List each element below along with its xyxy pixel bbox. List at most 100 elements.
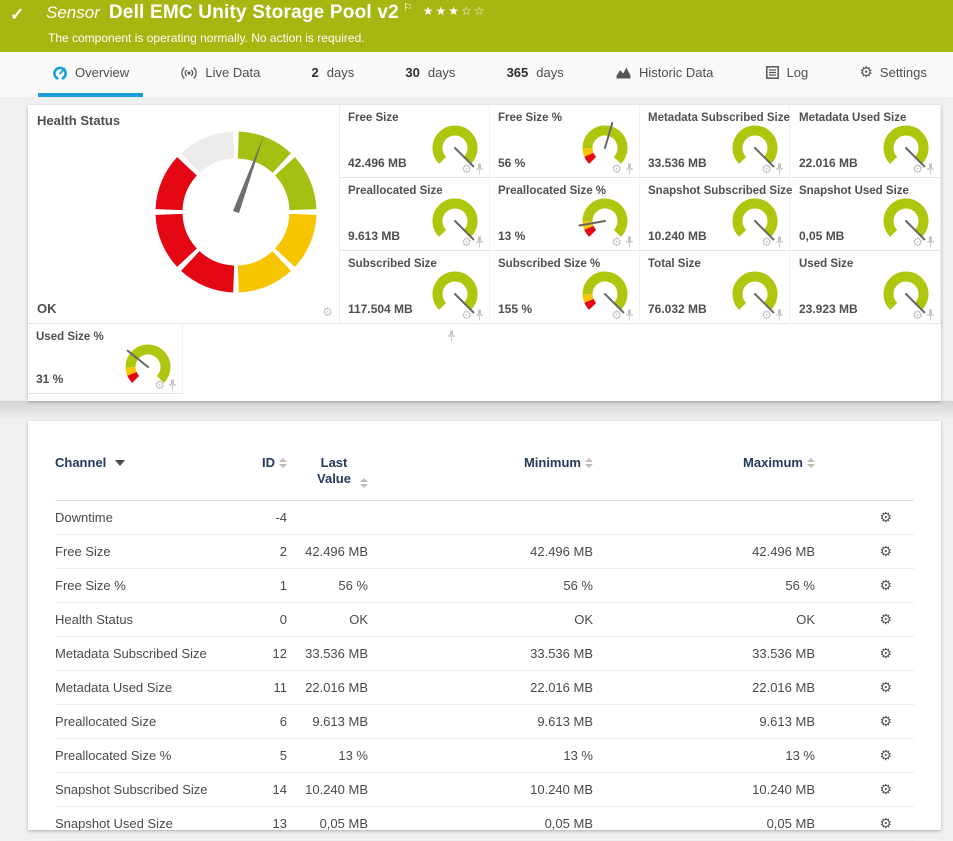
gear-icon: ⚙ bbox=[859, 64, 873, 81]
channel-settings-icon[interactable]: ⚙ bbox=[879, 543, 892, 559]
channel-settings-icon[interactable]: ⚙ bbox=[879, 781, 892, 797]
gauge-chart bbox=[432, 271, 478, 314]
gear-icon[interactable]: ⚙ bbox=[154, 378, 165, 392]
column-header-minimum[interactable]: Minimum bbox=[368, 455, 593, 470]
cell-last-value: 0,05 MB bbox=[319, 815, 368, 831]
cell-channel: Free Size % bbox=[55, 577, 126, 593]
gear-icon[interactable]: ⚙ bbox=[912, 235, 923, 249]
gauge-panel-used-size[interactable]: Used Size % 31 % ⚙ bbox=[28, 324, 183, 394]
gauge-panel-subscribed-size[interactable]: Subscribed Size % 155 % ⚙ bbox=[490, 251, 640, 324]
gear-icon[interactable]: ⚙ bbox=[611, 308, 622, 322]
gear-icon[interactable]: ⚙ bbox=[761, 162, 772, 176]
tab-overview[interactable]: Overview bbox=[38, 52, 144, 97]
gauge-panel-total-size[interactable]: Total Size 76.032 MB ⚙ bbox=[640, 251, 790, 324]
column-label: ID bbox=[262, 455, 275, 470]
column-header-id[interactable]: ID bbox=[255, 455, 287, 470]
gauge-panel-subscribed-size[interactable]: Subscribed Size 117.504 MB ⚙ bbox=[340, 251, 490, 324]
tab-settings[interactable]: ⚙ Settings bbox=[845, 52, 940, 97]
pin-icon[interactable] bbox=[447, 330, 456, 342]
table-row-snapshot-subscribed-size: Snapshot Subscribed Size 14 10.240 MB 10.24… bbox=[55, 773, 914, 807]
gauge-panel-metadata-subscribed-size[interactable]: Metadata Subscribed Size 33.536 MB ⚙ bbox=[640, 105, 790, 178]
pin-icon[interactable] bbox=[775, 309, 784, 321]
pin-icon[interactable] bbox=[168, 379, 177, 391]
gauge-icon bbox=[53, 66, 67, 80]
channel-settings-icon[interactable]: ⚙ bbox=[879, 747, 892, 763]
gauge-label: Used Size bbox=[799, 258, 854, 270]
column-label: Channel bbox=[55, 455, 107, 470]
gear-icon[interactable]: ⚙ bbox=[611, 162, 622, 176]
gauge-label: Used Size % bbox=[36, 331, 104, 343]
tab-2-days[interactable]: 2 days bbox=[298, 52, 369, 97]
gear-icon[interactable]: ⚙ bbox=[322, 305, 333, 319]
gear-icon[interactable]: ⚙ bbox=[761, 235, 772, 249]
channel-settings-icon[interactable]: ⚙ bbox=[879, 509, 892, 525]
status-message: The component is operating normally. No … bbox=[48, 31, 365, 45]
priority-stars[interactable]: ★★★☆☆ bbox=[422, 4, 487, 18]
channel-settings-icon[interactable]: ⚙ bbox=[879, 611, 892, 627]
gauge-label: Snapshot Used Size bbox=[799, 185, 909, 197]
table-row-metadata-subscribed-size: Metadata Subscribed Size 12 33.536 MB 33.53… bbox=[55, 637, 914, 671]
gauge-value: 0,05 MB bbox=[799, 229, 845, 243]
gauge-panel-metadata-used-size[interactable]: Metadata Used Size 22.016 MB ⚙ bbox=[791, 105, 941, 178]
gauge-value: 56 % bbox=[498, 156, 526, 170]
pin-icon[interactable] bbox=[475, 309, 484, 321]
channel-settings-icon[interactable]: ⚙ bbox=[879, 815, 892, 831]
gear-icon[interactable]: ⚙ bbox=[761, 308, 772, 322]
status-check-icon: ✓ bbox=[10, 5, 25, 24]
gauge-value: 33.536 MB bbox=[648, 156, 707, 170]
tab-30-days[interactable]: 30 days bbox=[391, 52, 469, 97]
gauge-value: 10.240 MB bbox=[648, 229, 707, 243]
pin-icon[interactable] bbox=[926, 163, 935, 175]
cell-channel: Downtime bbox=[55, 509, 113, 525]
channel-settings-icon[interactable]: ⚙ bbox=[879, 713, 892, 729]
sort-icon bbox=[585, 457, 593, 468]
cell-maximum: 56 % bbox=[785, 577, 815, 593]
pin-icon[interactable] bbox=[475, 236, 484, 248]
gauge-label: Free Size % bbox=[498, 112, 562, 124]
tab-log[interactable]: Log bbox=[751, 52, 823, 97]
gauge-value: 31 % bbox=[36, 372, 64, 386]
column-header-last-value[interactable]: Last Value bbox=[287, 455, 368, 488]
pin-icon[interactable] bbox=[475, 163, 484, 175]
cell-last-value: 56 % bbox=[338, 577, 368, 593]
column-label: Last Value bbox=[317, 455, 351, 487]
channel-settings-icon[interactable]: ⚙ bbox=[879, 679, 892, 695]
gauge-label: Snapshot Subscribed Size bbox=[648, 185, 793, 197]
column-header-maximum[interactable]: Maximum bbox=[593, 455, 815, 470]
gauge-value: 23.923 MB bbox=[799, 302, 858, 316]
gauge-panel-preallocated-size[interactable]: Preallocated Size % 13 % ⚙ bbox=[490, 178, 640, 251]
gauge-panel-snapshot-used-size[interactable]: Snapshot Used Size 0,05 MB ⚙ bbox=[791, 178, 941, 251]
gear-icon[interactable]: ⚙ bbox=[461, 235, 472, 249]
pin-icon[interactable] bbox=[775, 236, 784, 248]
gear-icon[interactable]: ⚙ bbox=[912, 308, 923, 322]
gauge-panel-preallocated-size[interactable]: Preallocated Size 9.613 MB ⚙ bbox=[340, 178, 490, 251]
gauge-value: 13 % bbox=[498, 229, 526, 243]
pin-icon[interactable] bbox=[775, 163, 784, 175]
gear-icon[interactable]: ⚙ bbox=[611, 235, 622, 249]
column-header-channel[interactable]: Channel bbox=[55, 455, 255, 470]
gauge-panel-snapshot-subscribed-size[interactable]: Snapshot Subscribed Size 10.240 MB ⚙ bbox=[640, 178, 793, 251]
pin-icon[interactable] bbox=[625, 309, 634, 321]
gear-icon[interactable]: ⚙ bbox=[461, 162, 472, 176]
gauge-panel-free-size[interactable]: Free Size % 56 % ⚙ bbox=[490, 105, 640, 178]
flag-icon[interactable]: ⚐ bbox=[402, 2, 413, 14]
tab-label: Settings bbox=[879, 65, 927, 80]
tab-live-data[interactable]: Live Data bbox=[166, 52, 274, 97]
pin-icon[interactable] bbox=[926, 236, 935, 248]
gauge-panel-used-size[interactable]: Used Size 23.923 MB ⚙ bbox=[791, 251, 941, 324]
tab-historic-data[interactable]: Historic Data bbox=[601, 52, 727, 97]
channel-settings-icon[interactable]: ⚙ bbox=[879, 645, 892, 661]
table-row-free-size: Free Size 2 42.496 MB 42.496 MB 42.496 MB ⚙ bbox=[55, 535, 914, 569]
cell-maximum: OK bbox=[796, 611, 815, 627]
pin-icon[interactable] bbox=[926, 309, 935, 321]
cell-id: 0 bbox=[279, 611, 287, 627]
gear-icon[interactable]: ⚙ bbox=[912, 162, 923, 176]
channel-settings-icon[interactable]: ⚙ bbox=[879, 577, 892, 593]
tab-365-days[interactable]: 365 days bbox=[493, 52, 578, 97]
gear-icon[interactable]: ⚙ bbox=[461, 308, 472, 322]
tab-number: 30 bbox=[405, 65, 420, 80]
gauge-panel-free-size[interactable]: Free Size 42.496 MB ⚙ bbox=[340, 105, 490, 178]
health-status-panel: Health Status OK ⚙ bbox=[28, 105, 456, 342]
pin-icon[interactable] bbox=[625, 163, 634, 175]
pin-icon[interactable] bbox=[625, 236, 634, 248]
